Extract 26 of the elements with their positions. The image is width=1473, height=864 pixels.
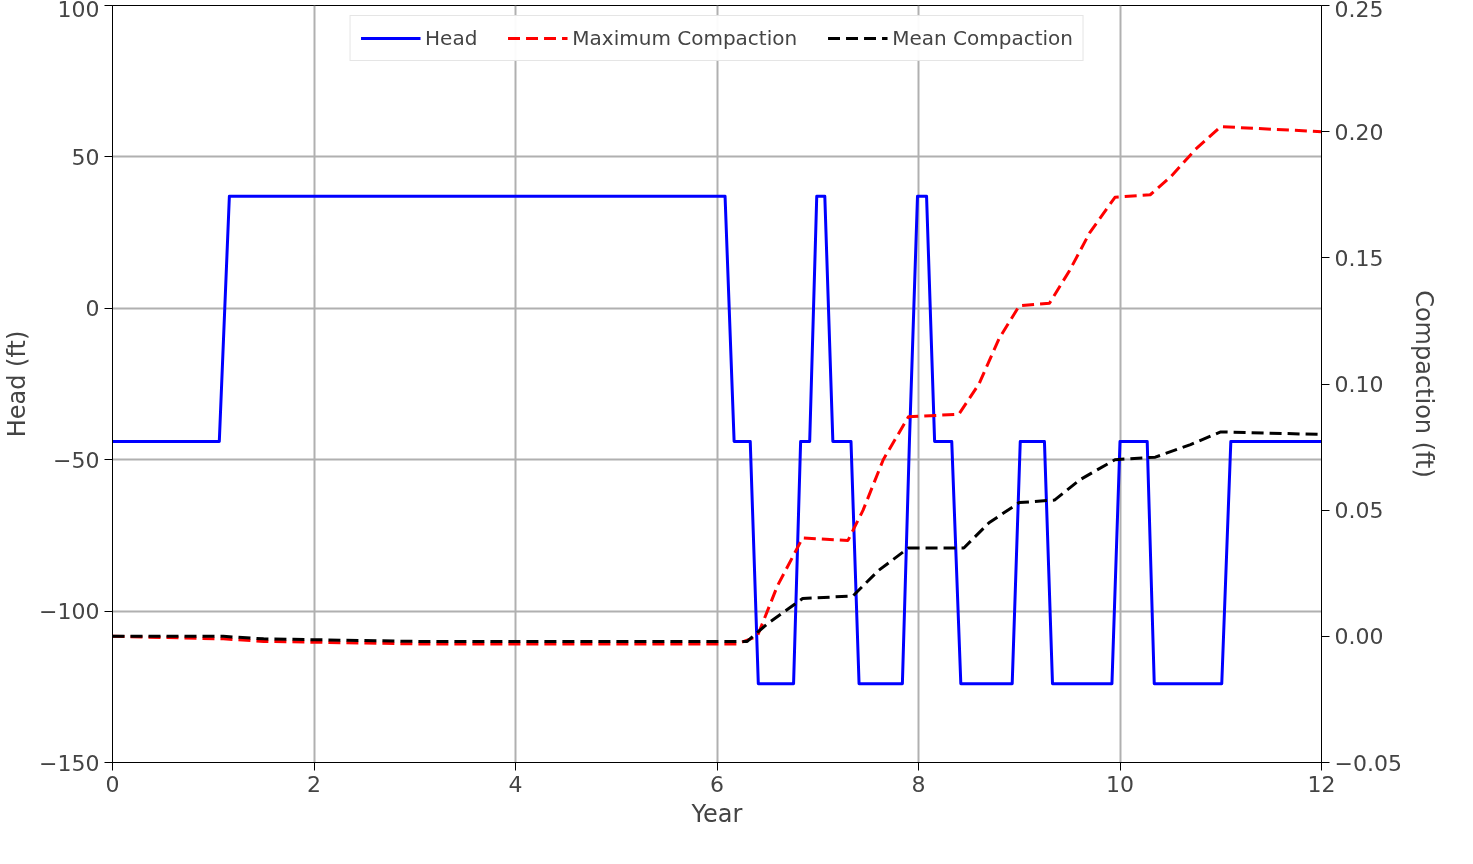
x-axis-title: Year — [690, 799, 743, 828]
y-axis-title: Head (ft) — [3, 330, 32, 438]
x-tick-label: 2 — [307, 771, 321, 797]
y-tick-label: −50 — [53, 447, 100, 473]
legend-label: Maximum Compaction — [572, 26, 798, 50]
y2-tick-label: 0.05 — [1334, 498, 1384, 524]
y-tick-label: 0 — [85, 296, 100, 322]
x-tick-label: 6 — [710, 771, 724, 797]
legend-label: Head — [425, 26, 478, 50]
x-tick-label: 8 — [911, 771, 926, 797]
x-tick-label: 0 — [105, 771, 120, 797]
y2-tick-label: 0.10 — [1334, 372, 1384, 397]
x-tick-label: 4 — [508, 771, 523, 797]
y2-axis-title: Compaction (ft) — [1409, 290, 1438, 478]
y2-tick-label: −0.05 — [1334, 750, 1402, 776]
y2-tick-label: 0.20 — [1334, 119, 1384, 145]
y2-tick-label: 0.15 — [1334, 245, 1384, 271]
y2-tick-label: 0.25 — [1334, 0, 1384, 22]
x-tick-label: 10 — [1106, 771, 1134, 797]
y-tick-label: −100 — [39, 599, 100, 625]
y-tick-label: 50 — [71, 144, 100, 170]
x-tick-label: 12 — [1307, 771, 1336, 797]
y-tick-label: 100 — [57, 0, 100, 22]
y2-tick-label: 0.00 — [1334, 624, 1384, 650]
legend-label: Mean Compaction — [892, 26, 1073, 50]
y-tick-label: −150 — [39, 750, 100, 776]
